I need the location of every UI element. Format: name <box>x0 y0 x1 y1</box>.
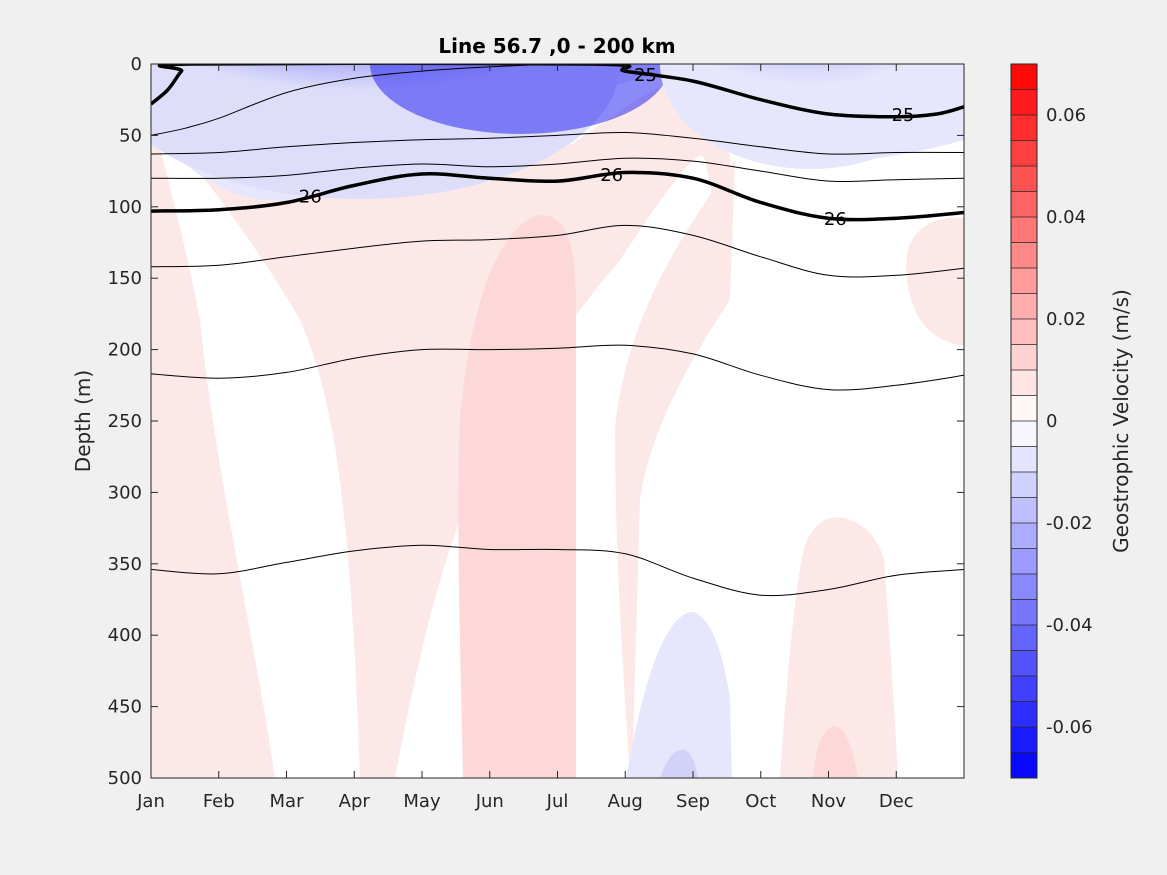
colorbar-segment <box>1011 191 1037 218</box>
x-tick-label: Jul <box>546 791 569 812</box>
x-tick-label: Aug <box>608 791 643 812</box>
colorbar-label: Geostrophic Velocity (m/s) <box>1109 289 1133 553</box>
y-tick-label: 400 <box>108 625 142 646</box>
y-tick-label: 350 <box>108 554 142 575</box>
density-contour <box>151 544 964 597</box>
colorbar-segment <box>1011 676 1037 702</box>
colorbar-ticks: -0.06 -0.04 -0.02 0 0.02 0.04 0.06 <box>1046 105 1093 738</box>
colorbar-segment <box>1011 115 1037 141</box>
positive-nov-region <box>780 517 898 778</box>
x-tick-label: Apr <box>339 791 371 812</box>
x-tick-label: Jan <box>136 791 165 812</box>
y-tick-label: 500 <box>108 768 142 789</box>
density-contour <box>151 131 964 155</box>
colorbar-tick-label: -0.04 <box>1046 615 1093 636</box>
positive-band-region <box>151 80 730 778</box>
positive-nov-core <box>813 725 858 778</box>
colorbar-frame <box>1010 63 1038 779</box>
x-tick-label: May <box>403 791 441 812</box>
y-tick-label: 200 <box>108 340 142 361</box>
density-contour-bold <box>151 170 964 222</box>
colorbar-tick-label: 0.02 <box>1046 309 1086 330</box>
x-tick-label: Sep <box>676 791 710 812</box>
negative-surface-core-mid <box>370 64 670 134</box>
colorbar-tick-label: -0.06 <box>1046 717 1093 738</box>
contour-label: 25 <box>892 105 915 126</box>
colorbar-segment <box>1011 574 1037 600</box>
colorbar-segment <box>1011 319 1037 345</box>
y-axis-label: Depth (m) <box>71 370 95 472</box>
contour-label: 26 <box>600 165 623 186</box>
negative-deep-core <box>660 749 698 778</box>
contour-labels: 25 25 26 26 26 <box>299 65 915 230</box>
colorbar-tick-label: -0.02 <box>1046 513 1093 534</box>
colorbar-segment <box>1011 497 1037 524</box>
density-contour <box>151 157 964 183</box>
y-tick-label: 0 <box>131 54 142 75</box>
velocity-field <box>151 64 964 778</box>
density-contours <box>151 64 964 597</box>
colorbar-segment <box>1011 140 1037 167</box>
contour-label: 26 <box>299 186 322 207</box>
contour-label: 25 <box>634 65 657 86</box>
density-contour <box>151 224 964 278</box>
colorbar-segment <box>1011 421 1037 447</box>
y-tick-label: 250 <box>108 411 142 432</box>
density-contour <box>151 344 964 391</box>
colorbar-segment <box>1011 89 1037 116</box>
y-tick-label: 50 <box>119 125 142 146</box>
contour-label: 26 <box>824 209 847 230</box>
chart-title: Line 56.7 ,0 - 200 km <box>438 34 675 58</box>
colorbar-segment <box>1011 293 1037 320</box>
colorbar-segment <box>1011 625 1037 651</box>
colorbar-segment <box>1011 217 1037 243</box>
x-tick-label: Feb <box>203 791 235 812</box>
positive-jun-core <box>458 215 576 778</box>
y-tick-label: 150 <box>108 268 142 289</box>
colorbar-segment <box>1011 599 1037 626</box>
colorbar-segment <box>1011 370 1037 396</box>
colorbar <box>1010 63 1038 779</box>
negative-deep-region <box>626 611 732 778</box>
x-axis: Jan Feb Mar Apr May Jun Jul Aug Sep Oct Nov Dec <box>136 64 914 812</box>
colorbar-segment <box>1011 472 1037 498</box>
colorbar-segment <box>1011 242 1037 269</box>
y-axis: 0 50 100 150 200 250 300 350 400 450 500 <box>108 54 964 789</box>
colorbar-segment <box>1011 650 1037 677</box>
colorbar-tick-label: 0.06 <box>1046 105 1086 126</box>
colorbar-tick-label: 0 <box>1046 411 1057 432</box>
colorbar-segment <box>1011 548 1037 575</box>
x-tick-label: Nov <box>811 791 846 812</box>
colorbar-segment <box>1011 166 1037 192</box>
density-contour-bold <box>151 64 964 119</box>
y-tick-label: 100 <box>108 197 142 218</box>
colorbar-segment <box>1011 344 1037 371</box>
x-tick-label: Oct <box>745 791 776 812</box>
colorbar-segment <box>1011 727 1037 753</box>
y-tick-label: 450 <box>108 697 142 718</box>
negative-surface-core-east <box>660 64 960 169</box>
colorbar-segment <box>1011 523 1037 549</box>
colorbar-segment <box>1011 268 1037 294</box>
positive-mid-column <box>395 160 735 778</box>
positive-band-lower <box>151 112 275 778</box>
colorbar-tick-label: 0.04 <box>1046 207 1086 228</box>
colorbar-segment <box>1011 64 1037 90</box>
x-tick-label: Dec <box>879 791 914 812</box>
positive-dec-region <box>906 217 964 345</box>
x-tick-label: Mar <box>270 791 305 812</box>
colorbar-segment <box>1011 701 1037 728</box>
y-tick-label: 300 <box>108 482 142 503</box>
x-tick-label: Jun <box>475 791 504 812</box>
colorbar-segment <box>1011 752 1037 779</box>
colorbar-segment <box>1011 446 1037 473</box>
colorbar-segment <box>1011 395 1037 422</box>
